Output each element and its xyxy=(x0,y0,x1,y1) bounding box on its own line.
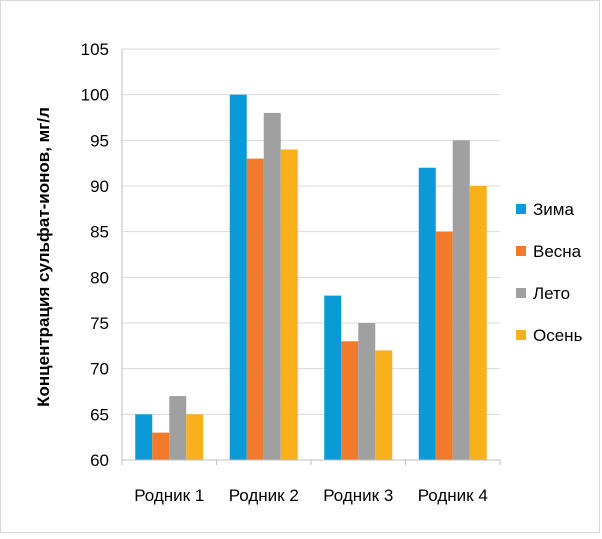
bars xyxy=(135,94,487,461)
gridlines xyxy=(122,48,500,415)
x-tick-label: Родник 1 xyxy=(134,486,204,505)
bar xyxy=(469,186,487,460)
y-tick-label: 85 xyxy=(90,223,109,242)
legend-label: Лето xyxy=(533,284,570,303)
bar xyxy=(358,323,376,460)
legend: Зима Весна Лето Осень xyxy=(516,200,583,345)
y-tick-label: 60 xyxy=(90,451,109,470)
y-tick-label: 105 xyxy=(81,40,109,59)
y-tick-label: 65 xyxy=(90,405,109,424)
bar xyxy=(418,167,436,460)
y-tick-labels: 60 65 70 75 80 85 90 95 100 105 xyxy=(81,40,109,470)
legend-label: Весна xyxy=(533,242,582,261)
bar xyxy=(375,350,393,460)
bar xyxy=(246,158,264,460)
x-tick-label: Родник 2 xyxy=(229,486,299,505)
bar xyxy=(324,295,342,460)
axes xyxy=(121,49,501,465)
bar xyxy=(435,231,453,460)
x-tick-label: Родник 3 xyxy=(323,486,393,505)
bar xyxy=(186,414,204,460)
y-axis-title: Концентрация сульфат-ионов, мг/л xyxy=(34,107,53,407)
legend-swatch xyxy=(516,246,526,256)
y-tick-label: 100 xyxy=(81,86,109,105)
y-tick-label: 80 xyxy=(90,268,109,287)
x-tick-label: Родник 4 xyxy=(418,486,488,505)
bar xyxy=(263,112,281,460)
bar xyxy=(152,432,170,460)
y-tick-label: 90 xyxy=(90,177,109,196)
x-tick-labels: Родник 1 Родник 2 Родник 3 Родник 4 xyxy=(134,486,488,505)
legend-swatch xyxy=(516,330,526,340)
legend-swatch xyxy=(516,288,526,298)
y-tick-label: 70 xyxy=(90,360,109,379)
y-tick-label: 75 xyxy=(90,314,109,333)
legend-swatch xyxy=(516,204,526,214)
bar xyxy=(280,149,298,460)
legend-label: Осень xyxy=(533,326,583,345)
bar xyxy=(135,414,153,460)
y-tick-label: 95 xyxy=(90,131,109,150)
legend-label: Зима xyxy=(533,200,574,219)
bar xyxy=(169,396,187,460)
bar xyxy=(452,140,470,461)
bar xyxy=(229,94,247,461)
bar xyxy=(341,341,359,460)
